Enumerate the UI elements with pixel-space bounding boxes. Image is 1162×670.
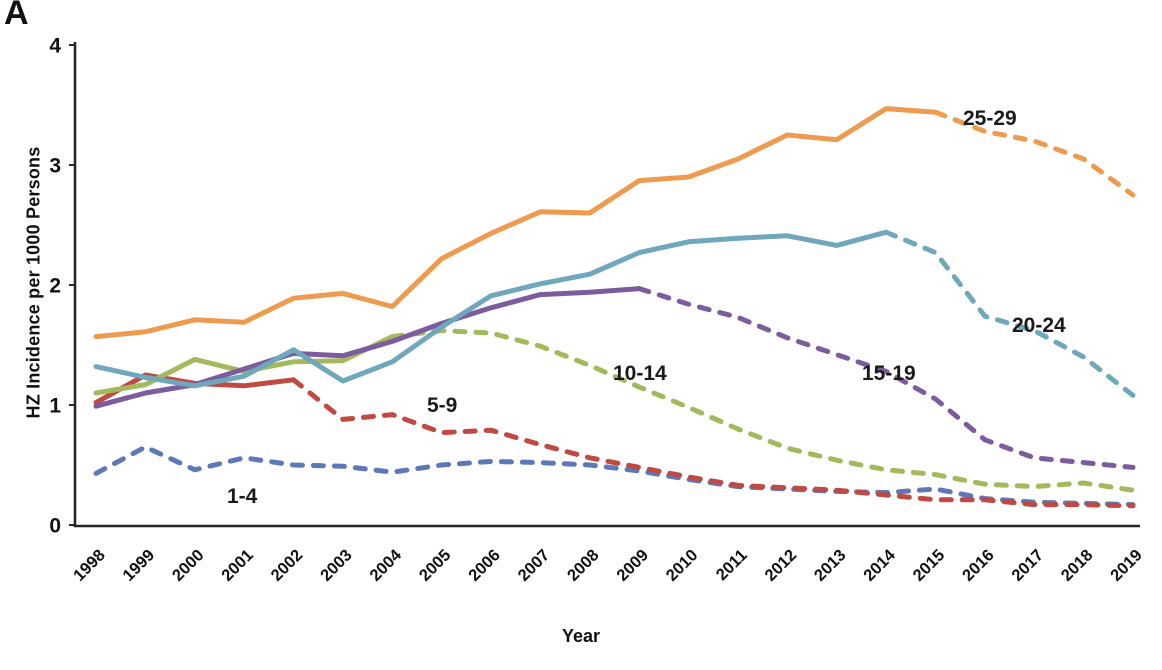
x-tick-label: 1999 [120, 546, 159, 585]
series-label-5-9: 5-9 [427, 394, 457, 417]
series-line-10-14-dashed [389, 328, 1136, 493]
x-tick-label: 2008 [564, 546, 603, 585]
x-tick-label: 2005 [416, 546, 455, 585]
series-line-20-24-dashed [883, 229, 1136, 398]
x-tick-label: 2001 [218, 546, 257, 585]
x-tick-label: 2019 [1107, 546, 1146, 585]
y-tick-label: 0 [49, 515, 61, 538]
x-tick-label: 2000 [169, 546, 208, 585]
y-tick-label: 4 [49, 35, 61, 58]
y-tick-label: 2 [49, 275, 61, 298]
series-line-1-4-dashed [93, 444, 1136, 508]
x-tick-label: 2009 [613, 546, 652, 585]
series-line-20-24-solid [93, 229, 889, 389]
x-tick-label: 2016 [959, 546, 998, 585]
x-tick-label: 2012 [761, 546, 800, 585]
series-line-15-19-solid [93, 286, 642, 409]
x-tick-label: 2003 [317, 546, 356, 585]
x-tick-label: 2004 [366, 546, 405, 585]
x-tick-label: 2010 [663, 546, 702, 585]
x-tick-label: 2018 [1058, 546, 1097, 585]
panel-label: A [4, 0, 29, 32]
series-line-15-19-dashed [636, 286, 1136, 470]
x-tick-label: 2011 [713, 546, 751, 584]
x-tick-label: 2015 [910, 546, 949, 585]
series-label-10-14: 10-14 [613, 362, 667, 385]
series-line-25-29-dashed [933, 109, 1136, 198]
series-label-20-24: 20-24 [1012, 314, 1066, 337]
series-line-25-29-solid [93, 106, 938, 340]
y-tick-label: 3 [49, 155, 61, 178]
x-tick-label: 2006 [465, 546, 504, 585]
series-label-15-19: 15-19 [862, 362, 916, 385]
x-tick-label: 1998 [70, 546, 109, 585]
series-label-25-29: 25-29 [963, 107, 1017, 130]
x-tick-label: 2013 [811, 546, 850, 585]
series-line-5-9-dashed [291, 377, 1136, 509]
x-axis-title: Year [561, 626, 601, 646]
x-tick-label: 2007 [515, 546, 554, 585]
y-tick-label: 1 [49, 395, 61, 418]
x-tick-label: 2002 [268, 546, 307, 585]
x-tick-label: 2014 [860, 546, 899, 585]
x-tick-label: 2017 [1008, 546, 1047, 585]
series-label-1-4: 1-4 [227, 485, 258, 508]
